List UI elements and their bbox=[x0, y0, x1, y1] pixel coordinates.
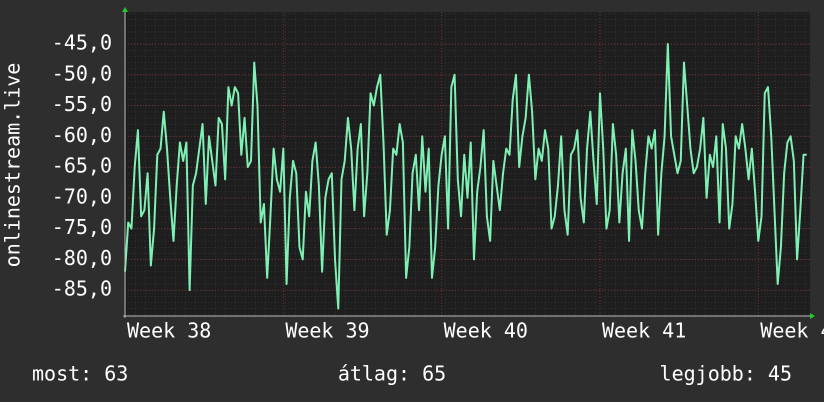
x-tick-label: Week 38 bbox=[127, 319, 211, 343]
y-tick-label: -55,0 bbox=[52, 92, 112, 116]
data-line bbox=[124, 43, 807, 310]
x-tick-label: Week 42 bbox=[760, 319, 824, 343]
stat-current: most: 63 bbox=[32, 362, 128, 386]
y-tick-label: -60,0 bbox=[52, 123, 112, 147]
y-tick-label: -75,0 bbox=[52, 215, 112, 239]
y-tick-label: -80,0 bbox=[52, 246, 112, 270]
x-tick-label: Week 40 bbox=[444, 319, 528, 343]
y-axis-arrow bbox=[122, 7, 128, 12]
x-tick-label: Week 41 bbox=[602, 319, 686, 343]
y-tick-label: -70,0 bbox=[52, 184, 112, 208]
stat-average: átlag: 65 bbox=[338, 362, 446, 386]
y-tick-label: -45,0 bbox=[52, 31, 112, 55]
minor-grid bbox=[125, 12, 810, 316]
y-tick-label: -50,0 bbox=[52, 61, 112, 85]
x-axis-arrow bbox=[810, 313, 815, 319]
stat-best: legjobb: 45 bbox=[660, 362, 792, 386]
plot bbox=[124, 43, 807, 310]
y-axis-label: onlinestream.live bbox=[1, 63, 25, 268]
y-tick-label: -65,0 bbox=[52, 154, 112, 178]
x-tick-label: Week 39 bbox=[285, 319, 369, 343]
y-tick-label: -85,0 bbox=[52, 277, 112, 301]
grid bbox=[124, 12, 810, 316]
